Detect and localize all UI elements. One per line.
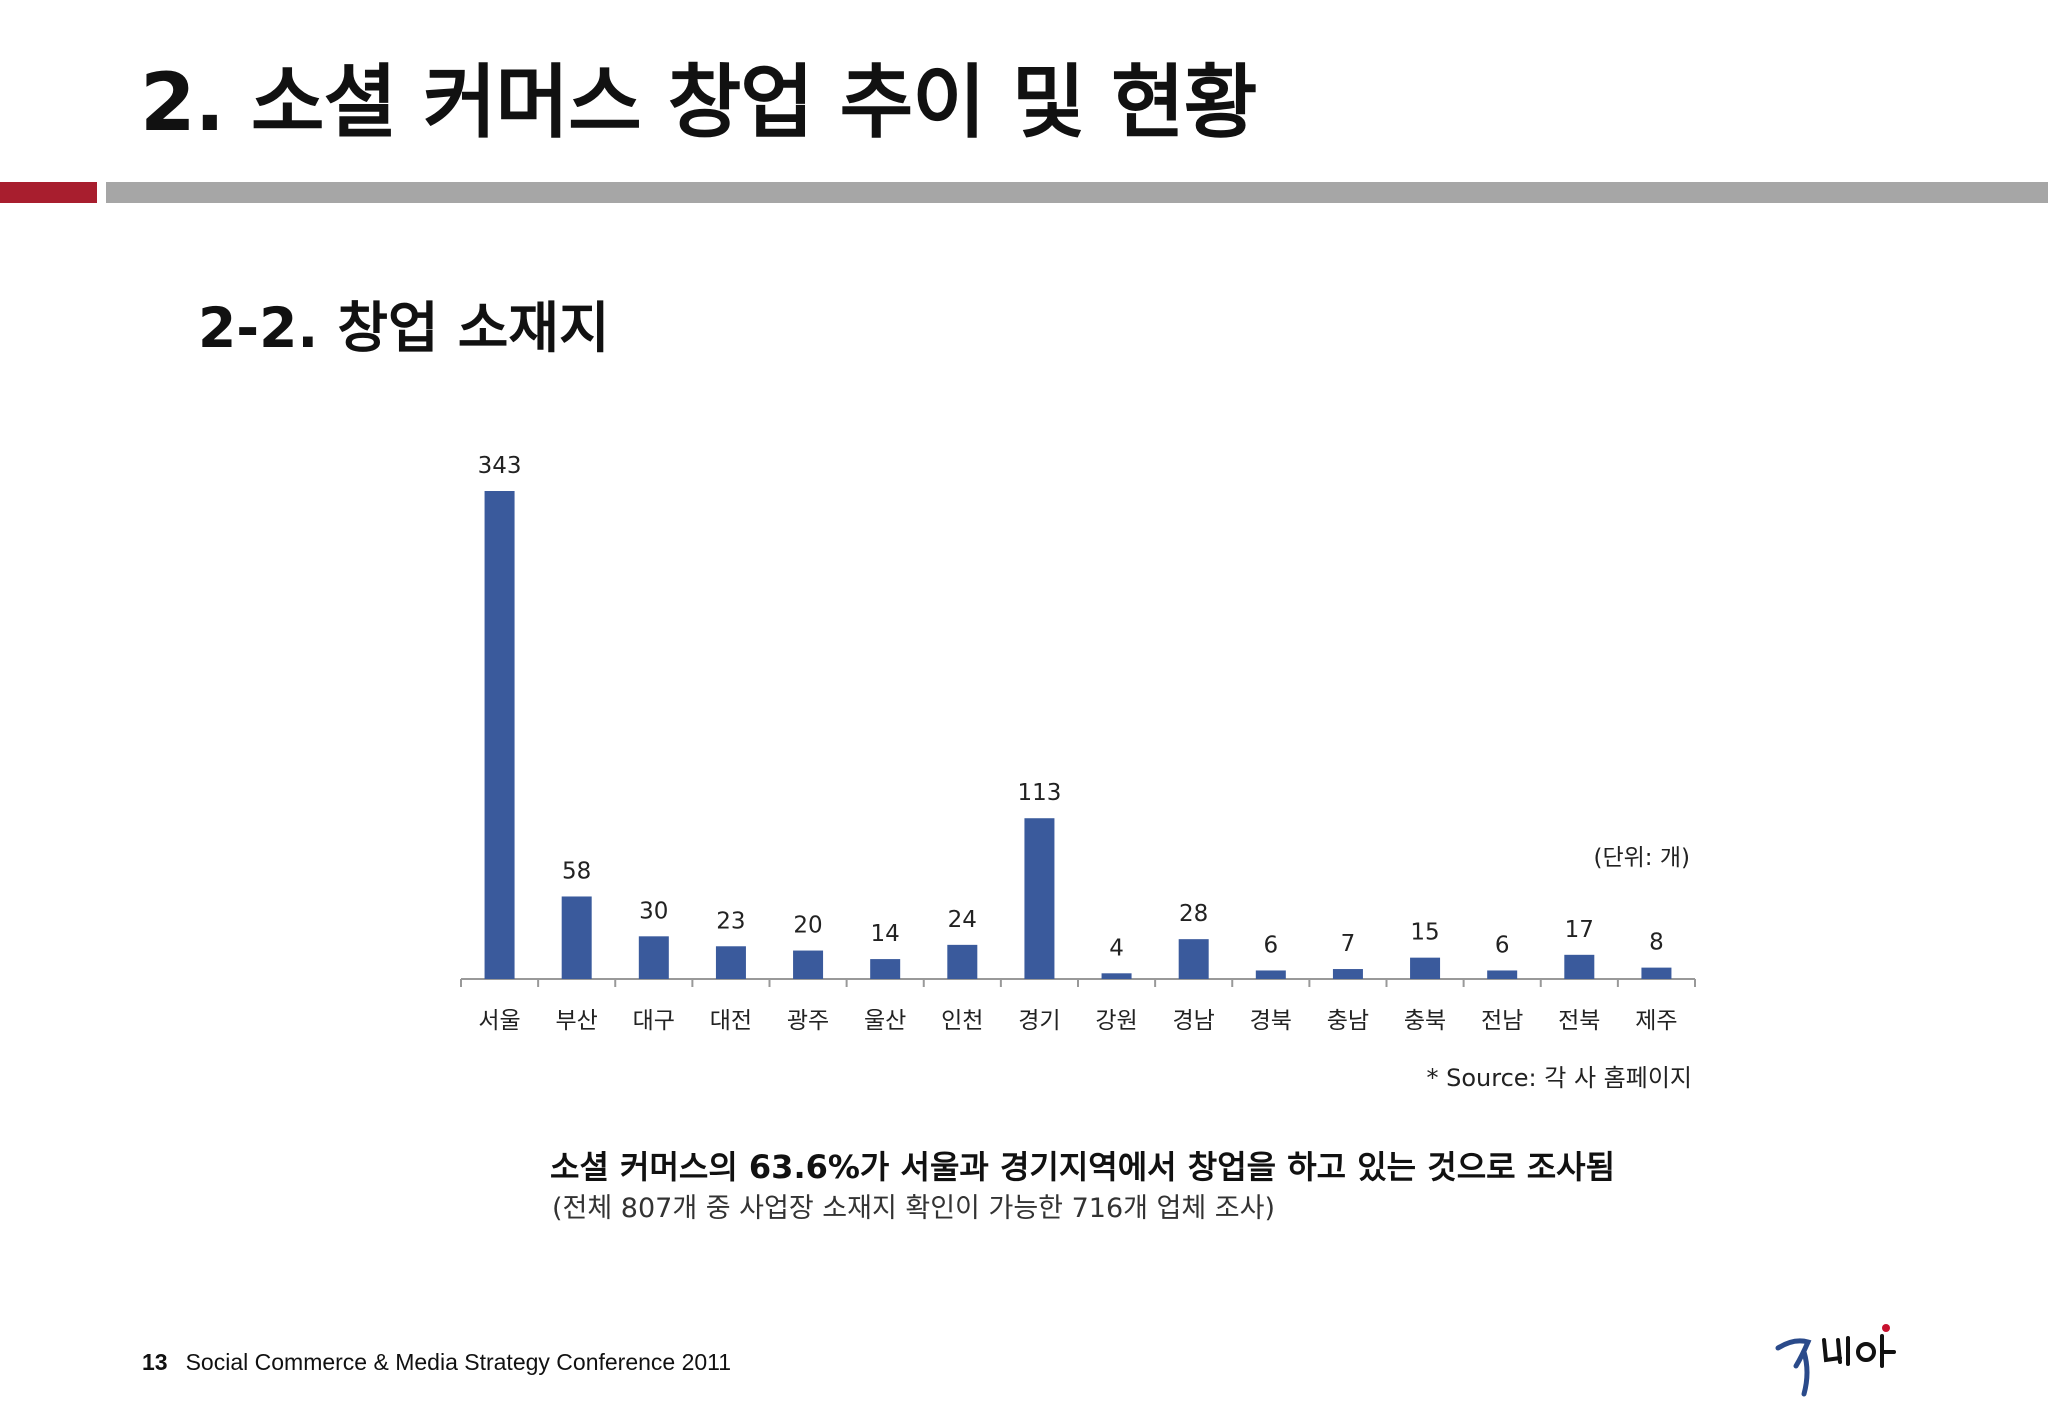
bar-value-label: 7	[1341, 931, 1356, 957]
category-label: 대구	[633, 1008, 675, 1034]
logo-stroke-3	[1822, 1338, 1842, 1364]
bar	[1410, 957, 1441, 979]
bar-value-label: 4	[1109, 935, 1124, 961]
bar	[1487, 970, 1518, 979]
category-label: 제주	[1635, 1008, 1677, 1034]
bar	[1024, 818, 1055, 979]
bar-value-label: 15	[1410, 920, 1439, 946]
logo-stroke-5	[1880, 1334, 1896, 1368]
bar-value-label: 14	[871, 921, 900, 947]
category-label: 울산	[864, 1008, 906, 1034]
title-divider-bar	[106, 182, 2048, 203]
bar	[1641, 967, 1672, 979]
category-label: 서울	[478, 1008, 520, 1034]
bar	[870, 959, 901, 979]
bar-value-label: 58	[562, 858, 591, 884]
page-number: 13	[142, 1349, 168, 1375]
bar-value-label: 23	[716, 908, 745, 934]
conclusion-subtext: (전체 807개 중 사업장 소재지 확인이 가능한 716개 업체 조사)	[552, 1193, 1276, 1224]
bar	[1101, 973, 1132, 979]
footer: 13 Social Commerce & Media Strategy Confe…	[142, 1349, 731, 1376]
bar	[715, 946, 746, 979]
bar-value-label: 24	[948, 907, 977, 933]
source-note: * Source: 각 사 홈페이지	[1426, 1064, 1692, 1092]
bar-value-label: 343	[478, 453, 522, 479]
unit-note: (단위: 개)	[1593, 845, 1691, 871]
bar-value-label: 6	[1495, 932, 1510, 958]
logo-stroke-2	[1801, 1349, 1810, 1397]
logo-dot	[1882, 1324, 1890, 1332]
logo-stroke-1	[1775, 1338, 1812, 1369]
section-subtitle: 2-2. 창업 소재지	[198, 296, 610, 360]
bar-value-label: 8	[1649, 930, 1664, 956]
bar	[1564, 954, 1595, 979]
bar	[1178, 939, 1209, 979]
category-label: 대전	[710, 1008, 752, 1034]
bar-value-label: 6	[1263, 932, 1278, 958]
category-label: 충북	[1404, 1008, 1446, 1034]
category-label: 경기	[1018, 1008, 1060, 1034]
bar-value-label: 30	[639, 898, 668, 924]
category-label: 강원	[1095, 1008, 1137, 1034]
category-label: 경남	[1173, 1008, 1215, 1034]
page-title: 2. 소셜 커머스 창업 추이 및 현황	[140, 56, 1257, 149]
logo-circle	[1856, 1342, 1876, 1362]
bar	[947, 944, 978, 979]
bar	[638, 936, 669, 979]
category-label: 경북	[1250, 1008, 1292, 1034]
bar-value-label: 28	[1179, 901, 1208, 927]
category-label: 전남	[1481, 1008, 1523, 1034]
category-label: 충남	[1327, 1008, 1369, 1034]
bar	[1255, 970, 1286, 979]
category-label: 인천	[941, 1008, 983, 1034]
bar	[484, 491, 515, 979]
bar-value-label: 17	[1565, 917, 1594, 943]
category-label: 광주	[787, 1008, 829, 1034]
bar-value-label: 113	[1017, 780, 1061, 806]
conclusion-text: 소셜 커머스의 63.6%가 서울과 경기지역에서 창업을 하고 있는 것으로 …	[550, 1148, 1616, 1186]
category-label: 부산	[556, 1008, 598, 1034]
footer-text: Social Commerce & Media Strategy Confere…	[185, 1349, 732, 1375]
bar	[561, 896, 592, 979]
title-accent-bar	[0, 182, 97, 203]
category-label: 전북	[1558, 1008, 1600, 1034]
company-logo-icon	[1775, 1324, 1896, 1397]
bar	[793, 950, 824, 979]
bar	[1332, 969, 1363, 979]
bar-value-label: 20	[793, 913, 822, 939]
